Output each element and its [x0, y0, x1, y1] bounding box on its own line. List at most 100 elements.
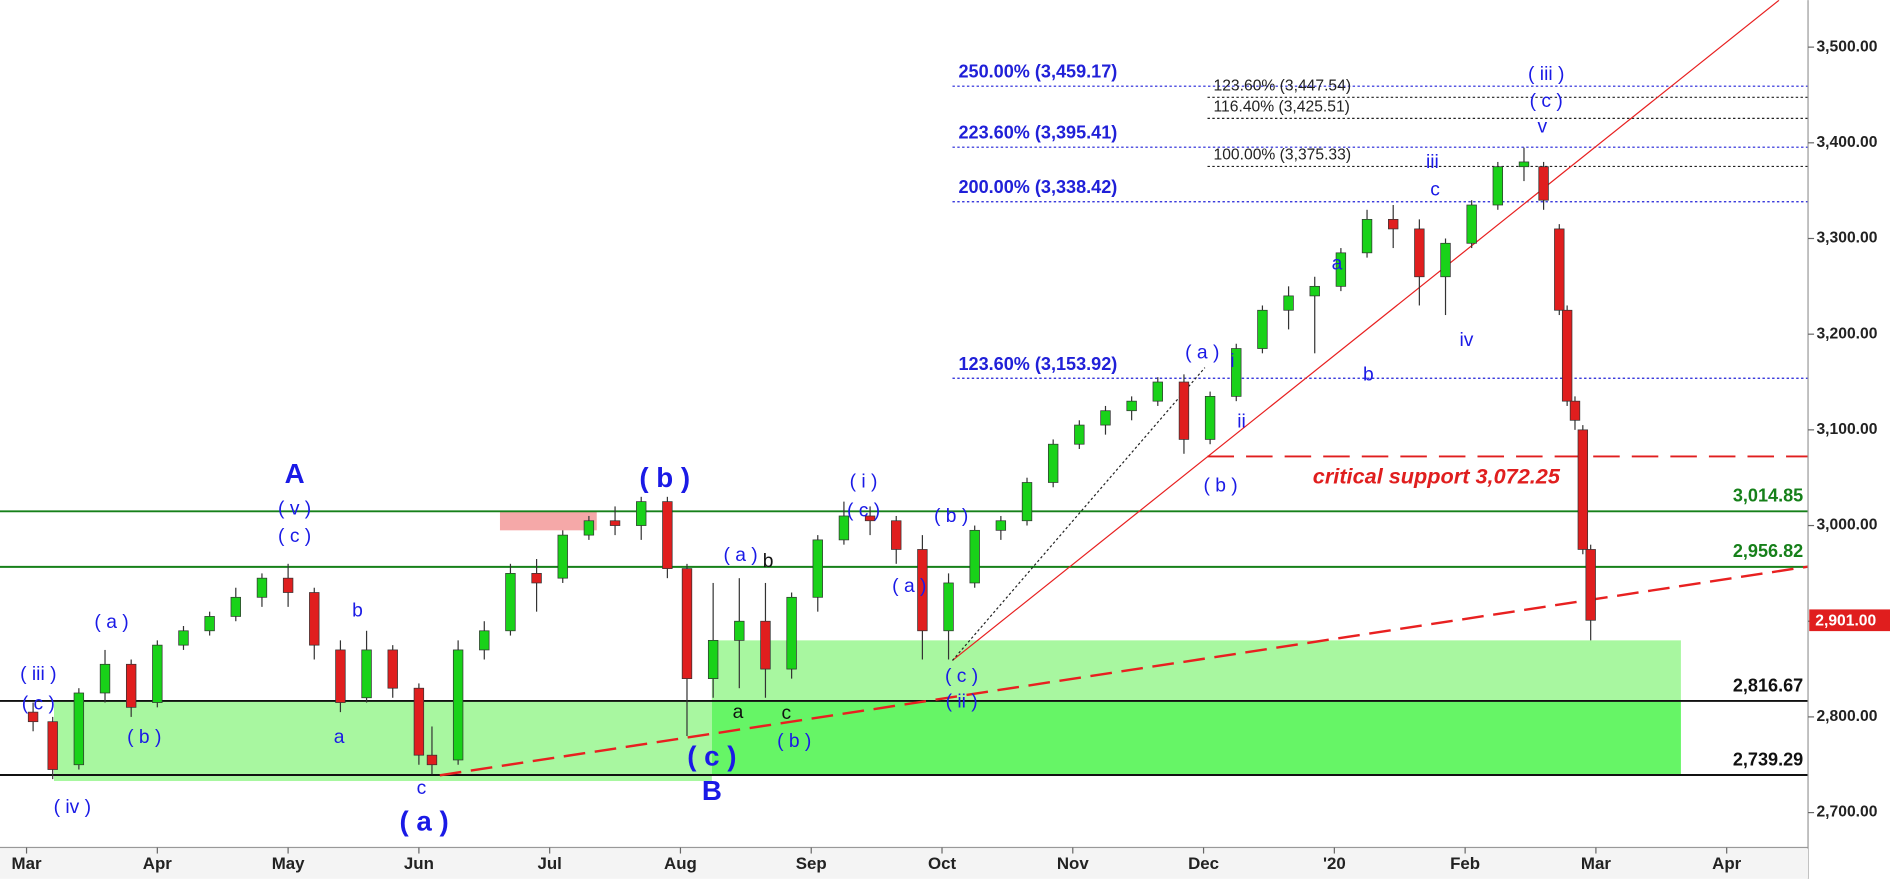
plot-area: 250.00% (3,459.17) 123.60% (3,447.54) 116.…: [0, 0, 1809, 836]
candle-body: [812, 539, 823, 598]
candle-body: [479, 630, 490, 651]
candle-body: [734, 620, 745, 641]
trendline: [952, 0, 1780, 661]
zone: [711, 640, 1681, 701]
candle-body: [1231, 348, 1242, 397]
candle-body: [230, 596, 241, 617]
wave-label: ( b ): [127, 727, 161, 748]
wave-label: v: [1537, 117, 1547, 138]
wave-label: A: [285, 458, 305, 489]
x-tick-label: Sep: [796, 854, 827, 873]
candle-body: [557, 534, 568, 579]
level-label: 123.60% (3,153.92): [958, 354, 1117, 374]
candle-body: [1178, 381, 1190, 440]
wave-label: a: [1332, 253, 1343, 274]
wave-label: ( a ): [892, 576, 926, 597]
wave-label: b: [352, 601, 363, 622]
trendline: [439, 565, 1808, 777]
x-tick-label: Feb: [1450, 854, 1480, 873]
x-tick-label: Jun: [404, 854, 434, 873]
candle-body: [178, 630, 189, 646]
candle-body: [1283, 295, 1294, 311]
wave-label: ( b ): [639, 462, 690, 493]
candle-body: [256, 577, 268, 598]
level-label: 3,014.85: [1733, 486, 1803, 506]
wave-label: ( c ): [1530, 91, 1563, 112]
candle-body: [969, 529, 980, 584]
candle-body: [531, 573, 542, 584]
wave-label: ( b ): [1203, 475, 1237, 496]
wave-label: ( b ): [777, 731, 811, 752]
wave-label: B: [702, 775, 722, 806]
candle-body: [1554, 228, 1565, 311]
level-label: 223.60% (3,395.41): [958, 123, 1117, 143]
wave-label: ( iii ): [20, 664, 56, 685]
y-tick-label: 2,700.00: [1816, 804, 1877, 821]
candle-body: [426, 754, 438, 766]
wave-label: c: [782, 703, 792, 724]
wave-label: b: [1363, 364, 1374, 385]
candle-body: [1047, 443, 1059, 483]
wave-label: c: [417, 778, 427, 799]
level-label: 2,956.82: [1733, 541, 1803, 561]
x-tick-label: Mar: [1581, 854, 1611, 873]
candle-body: [73, 692, 85, 766]
candle-body: [636, 501, 647, 526]
wave-label: ( c ): [22, 694, 55, 715]
candle-body: [282, 577, 294, 593]
wave-label: ( iii ): [1528, 64, 1564, 85]
candle-body: [1021, 482, 1033, 522]
candle-body: [786, 596, 797, 670]
wave-label: a: [334, 727, 345, 748]
zone: [54, 700, 712, 782]
x-tick-label: Mar: [12, 854, 42, 873]
candle-body: [1257, 309, 1268, 349]
level-label: 200.00% (3,338.42): [958, 177, 1117, 197]
y-tick-label: 3,300.00: [1816, 230, 1877, 247]
candle-body: [99, 663, 111, 694]
y-tick-label: 3,400.00: [1816, 134, 1877, 151]
last-price-box: [1809, 609, 1890, 632]
candle-body: [1414, 228, 1425, 278]
candle-body: [943, 582, 954, 632]
candle-body: [662, 501, 673, 569]
candle-body: [335, 649, 346, 703]
x-tick-label: Aug: [664, 854, 697, 873]
trendline: [952, 367, 1206, 661]
wave-label: ( a ): [723, 545, 757, 566]
wave-label: ( c ): [278, 526, 311, 547]
level-label: 2,816.67: [1733, 675, 1803, 695]
y-tick-label: 3,100.00: [1816, 421, 1877, 438]
zone: [499, 511, 597, 531]
candle-body: [681, 568, 693, 679]
y-tick-label: 3,500.00: [1816, 38, 1877, 55]
last-price-label: 2,901.00: [1815, 613, 1876, 630]
wave-label: ( i ): [850, 472, 878, 493]
candle-body: [204, 616, 215, 632]
x-tick-label: Nov: [1057, 854, 1089, 873]
wave-label: a: [733, 702, 744, 723]
candle-body: [1538, 166, 1549, 201]
candle-body: [1126, 400, 1137, 412]
wave-label: ( b ): [934, 506, 968, 527]
x-tick-label: '20: [1323, 854, 1346, 873]
candle-body: [452, 649, 464, 761]
level-label: 2,739.29: [1733, 749, 1803, 769]
zone: [711, 700, 1681, 775]
candle-body: [1577, 429, 1589, 550]
candle-body: [583, 520, 595, 536]
candle-body: [1518, 161, 1530, 168]
candle-body: [125, 663, 137, 708]
wave-label: i: [1230, 351, 1234, 372]
wave-label: ( a ): [94, 612, 128, 633]
candle-body: [1309, 285, 1320, 297]
candle-body: [891, 520, 902, 550]
candle-body: [838, 515, 850, 541]
candle-body: [1492, 166, 1504, 206]
x-tick-label: Oct: [928, 854, 956, 873]
wave-label: ( a ): [399, 805, 448, 836]
y-tick-label: 2,800.00: [1816, 708, 1877, 725]
note: critical support 3,072.25: [1313, 463, 1561, 488]
candle-body: [505, 573, 516, 632]
level-label: 250.00% (3,459.17): [958, 62, 1117, 82]
